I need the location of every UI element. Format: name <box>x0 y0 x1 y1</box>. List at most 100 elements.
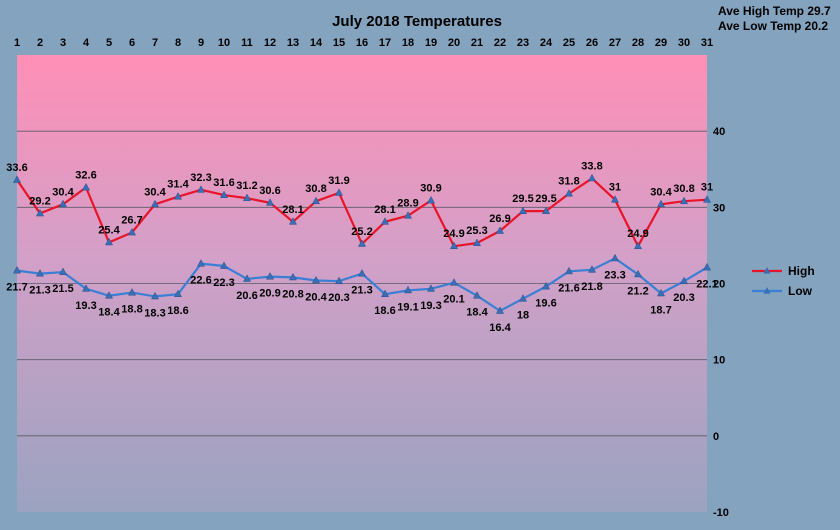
point-low-28 <box>633 269 643 278</box>
x-tick-label-2: 2 <box>37 37 43 49</box>
point-low-25 <box>564 266 574 275</box>
data-label-high-27: 31 <box>609 182 621 194</box>
ave-low-label: Ave Low Temp 20.2 <box>718 19 828 33</box>
y-tick-label-3: 20 <box>713 279 725 291</box>
point-high-31 <box>702 195 712 203</box>
x-tick-label-17: 17 <box>379 37 391 49</box>
x-tick-label-30: 30 <box>678 37 690 49</box>
data-label-high-5: 25.4 <box>98 224 120 236</box>
data-label-high-21: 25.3 <box>466 225 487 237</box>
data-label-low-22: 16.4 <box>489 322 511 334</box>
data-label-high-3: 30.4 <box>52 186 74 198</box>
data-label-high-29: 30.4 <box>650 186 672 198</box>
point-low-15 <box>334 276 344 285</box>
point-high-3 <box>58 199 68 208</box>
point-high-28 <box>633 241 643 250</box>
data-label-low-26: 21.8 <box>581 281 602 293</box>
data-label-high-14: 30.8 <box>305 183 326 195</box>
data-label-low-18: 19.1 <box>397 301 418 313</box>
point-low-30 <box>679 276 689 285</box>
data-label-low-27: 23.3 <box>604 269 625 281</box>
data-label-low-4: 19.3 <box>75 300 96 312</box>
point-high-29 <box>656 199 666 208</box>
x-tick-label-15: 15 <box>333 37 345 49</box>
point-low-22 <box>495 306 505 314</box>
data-label-low-29: 18.7 <box>650 304 671 316</box>
data-label-high-18: 28.9 <box>397 198 418 210</box>
point-low-19 <box>426 284 436 292</box>
y-tick-label-0: -10 <box>713 507 729 519</box>
data-label-low-3: 21.5 <box>52 283 73 295</box>
data-label-low-9: 22.6 <box>190 275 211 287</box>
point-high-18 <box>403 211 413 219</box>
x-tick-label-13: 13 <box>287 37 299 49</box>
point-low-4 <box>81 284 91 292</box>
point-low-6 <box>127 288 137 296</box>
x-tick-label-23: 23 <box>517 37 529 49</box>
x-tick-label-10: 10 <box>218 37 230 49</box>
data-label-high-23: 29.5 <box>512 193 533 205</box>
data-label-high-1: 33.6 <box>6 162 27 174</box>
point-low-12 <box>265 272 275 280</box>
x-tick-label-25: 25 <box>563 37 575 49</box>
data-label-high-17: 28.1 <box>374 204 395 216</box>
data-label-low-5: 18.4 <box>98 307 120 319</box>
data-label-low-11: 20.6 <box>236 290 257 302</box>
data-label-high-9: 32.3 <box>190 172 211 184</box>
data-label-low-6: 18.8 <box>121 304 142 316</box>
point-low-27 <box>610 253 620 262</box>
x-tick-label-5: 5 <box>106 37 112 49</box>
point-low-29 <box>656 288 666 297</box>
point-high-7 <box>150 199 160 208</box>
point-low-1 <box>12 266 22 274</box>
x-tick-label-22: 22 <box>494 37 506 49</box>
x-tick-label-28: 28 <box>632 37 644 49</box>
point-high-20 <box>449 241 459 250</box>
x-tick-label-12: 12 <box>264 37 276 49</box>
point-high-11 <box>242 193 252 202</box>
point-high-4 <box>81 183 91 191</box>
point-low-17 <box>380 289 390 298</box>
ave-high-label: Ave High Temp 29.7 <box>718 4 831 18</box>
x-tick-label-29: 29 <box>655 37 667 49</box>
point-high-12 <box>265 198 275 206</box>
point-low-9 <box>196 259 206 267</box>
point-high-1 <box>12 175 22 183</box>
point-high-15 <box>334 188 344 196</box>
point-high-30 <box>679 196 689 205</box>
data-label-low-23: 18 <box>517 310 529 322</box>
point-high-8 <box>173 192 183 200</box>
data-label-high-12: 30.6 <box>259 185 280 197</box>
x-tick-label-20: 20 <box>448 37 460 49</box>
y-tick-label-2: 10 <box>713 355 725 367</box>
point-low-5 <box>104 291 114 299</box>
data-label-low-17: 18.6 <box>374 305 395 317</box>
data-label-high-20: 24.9 <box>443 228 464 240</box>
data-label-high-8: 31.4 <box>167 179 189 191</box>
point-low-31 <box>702 262 712 271</box>
point-low-21 <box>472 291 482 299</box>
point-high-23 <box>518 206 528 214</box>
data-label-low-21: 18.4 <box>466 307 488 319</box>
x-tick-label-1: 1 <box>14 37 20 49</box>
x-tick-label-3: 3 <box>60 37 66 49</box>
point-high-13 <box>288 217 298 225</box>
data-labels: 33.629.230.432.625.426.730.431.432.3 31.6… <box>6 160 717 334</box>
data-label-low-24: 19.6 <box>535 298 556 310</box>
point-high-5 <box>104 237 114 246</box>
data-label-low-31: 22.1 <box>696 279 717 291</box>
data-label-low-2: 21.3 <box>29 285 50 297</box>
point-low-11 <box>242 274 252 282</box>
data-label-high-13: 28.1 <box>282 204 303 216</box>
series-lines <box>12 173 712 314</box>
legend-label-high: High <box>788 264 815 278</box>
x-tick-label-14: 14 <box>310 37 323 49</box>
data-label-high-4: 32.6 <box>75 170 96 182</box>
legend: High Low <box>752 264 815 298</box>
point-low-7 <box>150 291 160 300</box>
point-low-3 <box>58 267 68 275</box>
point-high-17 <box>380 217 390 225</box>
data-label-high-30: 30.8 <box>673 183 694 195</box>
x-tick-label-9: 9 <box>198 37 204 49</box>
